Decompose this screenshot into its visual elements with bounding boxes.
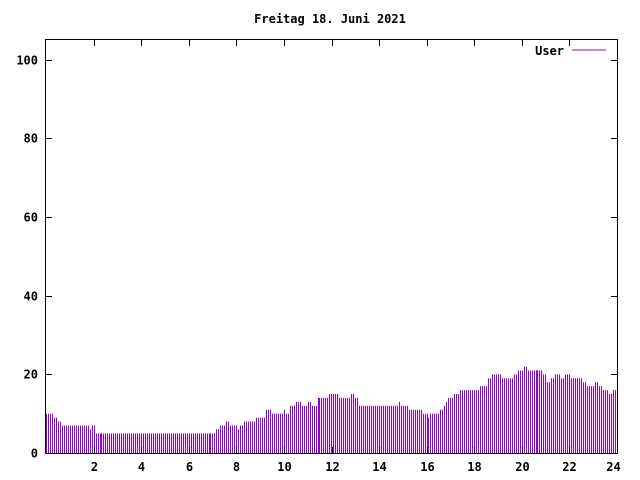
y-tick-label: 80 bbox=[24, 132, 38, 146]
x-tick-label: 6 bbox=[186, 460, 193, 474]
y-tick-label: 40 bbox=[24, 290, 38, 304]
x-tick-label: 2 bbox=[91, 460, 98, 474]
x-tick-label: 12 bbox=[325, 460, 339, 474]
x-tick-label: 4 bbox=[138, 460, 145, 474]
x-tick-label: 14 bbox=[372, 460, 386, 474]
x-tick-label: 20 bbox=[515, 460, 529, 474]
chart-title: Freitag 18. Juni 2021 bbox=[254, 12, 406, 26]
legend-label-user: User bbox=[535, 44, 564, 58]
plot-frame bbox=[45, 39, 618, 454]
y-tick-label: 0 bbox=[31, 447, 38, 461]
x-tick-label: 16 bbox=[420, 460, 434, 474]
x-tick-label: 18 bbox=[467, 460, 481, 474]
legend: User bbox=[535, 44, 606, 58]
bars-group bbox=[46, 366, 618, 453]
x-tick-label: 22 bbox=[562, 460, 576, 474]
y-tick-label: 20 bbox=[24, 368, 38, 382]
x-tick-label: 8 bbox=[233, 460, 240, 474]
x-tick-label: 10 bbox=[277, 460, 291, 474]
y-tick-label: 60 bbox=[24, 211, 38, 225]
y-tick-label: 100 bbox=[16, 54, 38, 68]
x-tick-label: 24 bbox=[606, 460, 620, 474]
